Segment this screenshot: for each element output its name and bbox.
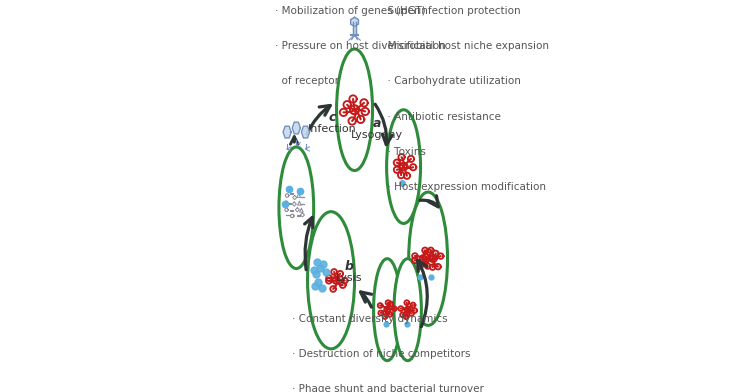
Ellipse shape — [279, 147, 314, 269]
Polygon shape — [293, 122, 300, 134]
Text: a: a — [373, 117, 381, 130]
Bar — [288, 203, 291, 204]
Text: · Toxins: · Toxins — [381, 147, 426, 157]
Text: Infection: Infection — [308, 123, 356, 134]
Ellipse shape — [374, 259, 401, 361]
Text: · Destruction of niche competitors: · Destruction of niche competitors — [293, 349, 471, 359]
Bar — [290, 210, 293, 211]
Ellipse shape — [408, 192, 447, 325]
Polygon shape — [283, 126, 291, 138]
Ellipse shape — [387, 110, 420, 223]
Bar — [297, 215, 300, 216]
Text: b: b — [344, 260, 353, 273]
Text: · Superinfection protection: · Superinfection protection — [381, 6, 520, 16]
Text: · Host expression modification: · Host expression modification — [381, 182, 546, 192]
Bar — [290, 193, 293, 194]
Text: Lysogeny: Lysogeny — [351, 130, 403, 140]
Text: c: c — [329, 111, 335, 124]
Ellipse shape — [394, 259, 421, 361]
Text: · Microbial host niche expansion: · Microbial host niche expansion — [381, 41, 549, 51]
Text: · Antibiotic resistance: · Antibiotic resistance — [381, 112, 501, 122]
Text: · Carbohydrate utilization: · Carbohydrate utilization — [381, 76, 521, 87]
Polygon shape — [350, 17, 359, 26]
Text: Lysis: Lysis — [336, 273, 362, 283]
Text: · Mobilization of genes (HGT): · Mobilization of genes (HGT) — [274, 6, 426, 16]
Polygon shape — [353, 22, 356, 35]
Ellipse shape — [337, 49, 372, 171]
Ellipse shape — [308, 212, 354, 349]
Text: · Phage shunt and bacterial turnover: · Phage shunt and bacterial turnover — [293, 384, 484, 392]
Polygon shape — [302, 126, 310, 138]
Text: of receptor: of receptor — [274, 76, 339, 87]
Text: · Pressure on host diversification: · Pressure on host diversification — [274, 41, 446, 51]
Text: · Constant diversity dynamics: · Constant diversity dynamics — [293, 314, 448, 324]
